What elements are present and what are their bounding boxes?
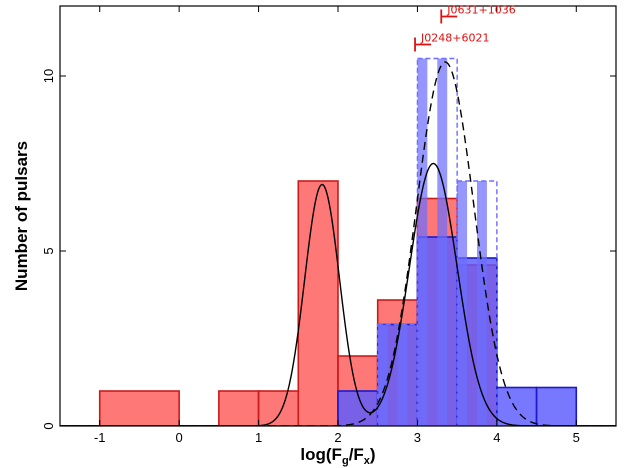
hist-bar-0-2 bbox=[257, 390, 300, 426]
y-tick-label: 10 bbox=[41, 69, 56, 83]
y-tick-label: 0 bbox=[41, 422, 56, 429]
striped-bin-1 bbox=[416, 57, 458, 426]
x-tick-label: 1 bbox=[255, 430, 262, 445]
hist-bar-1-4 bbox=[496, 386, 538, 426]
hist-bar-0-0 bbox=[98, 390, 180, 426]
plot-area bbox=[60, 57, 616, 426]
stripe-0 bbox=[417, 58, 428, 426]
x-axis-title-suffix: ) bbox=[370, 445, 376, 464]
x-axis-title-sub2: x bbox=[364, 455, 371, 467]
x-tick-label: 3 bbox=[414, 430, 421, 445]
x-tick-label: -1 bbox=[94, 430, 106, 445]
stripe-outline bbox=[416, 57, 458, 426]
hist-bar-0-3 bbox=[297, 180, 339, 426]
stripe-2 bbox=[477, 181, 487, 426]
x-tick-label: 0 bbox=[176, 430, 183, 445]
stripe-2 bbox=[437, 58, 448, 426]
stripe-2 bbox=[397, 324, 408, 426]
y-tick-label: 5 bbox=[41, 247, 56, 254]
annotation-0: J0631+1036 bbox=[440, 4, 516, 24]
stripe-outline bbox=[456, 180, 498, 426]
hist-bar-1-0 bbox=[337, 390, 379, 426]
x-axis-title-sub1: g bbox=[342, 455, 349, 467]
hist-bar-0-1 bbox=[218, 390, 260, 426]
annotation-label: J0631+1036 bbox=[446, 4, 515, 17]
x-axis-title-prefix: log(F bbox=[300, 445, 342, 464]
axes: -1 0 1 2 3 4 5 0 5 10 J0631+1036 J0248+6021 bbox=[41, 4, 616, 445]
gaussian-fit-solid bbox=[60, 162, 616, 426]
x-tick-label: 5 bbox=[573, 430, 580, 445]
x-axis-title-mid: /F bbox=[349, 445, 364, 464]
x-axis-title: log(Fg/Fx) bbox=[300, 445, 375, 467]
x-tick-label: 4 bbox=[493, 430, 500, 445]
hist-bar-1-5 bbox=[535, 386, 578, 426]
x-tick-label: 2 bbox=[334, 430, 341, 445]
y-axis-title: Number of pulsars bbox=[12, 141, 31, 291]
annotation-1: J0248+6021 bbox=[414, 32, 489, 52]
annotation-label: J0248+6021 bbox=[420, 32, 489, 45]
stripe-0 bbox=[377, 324, 388, 426]
